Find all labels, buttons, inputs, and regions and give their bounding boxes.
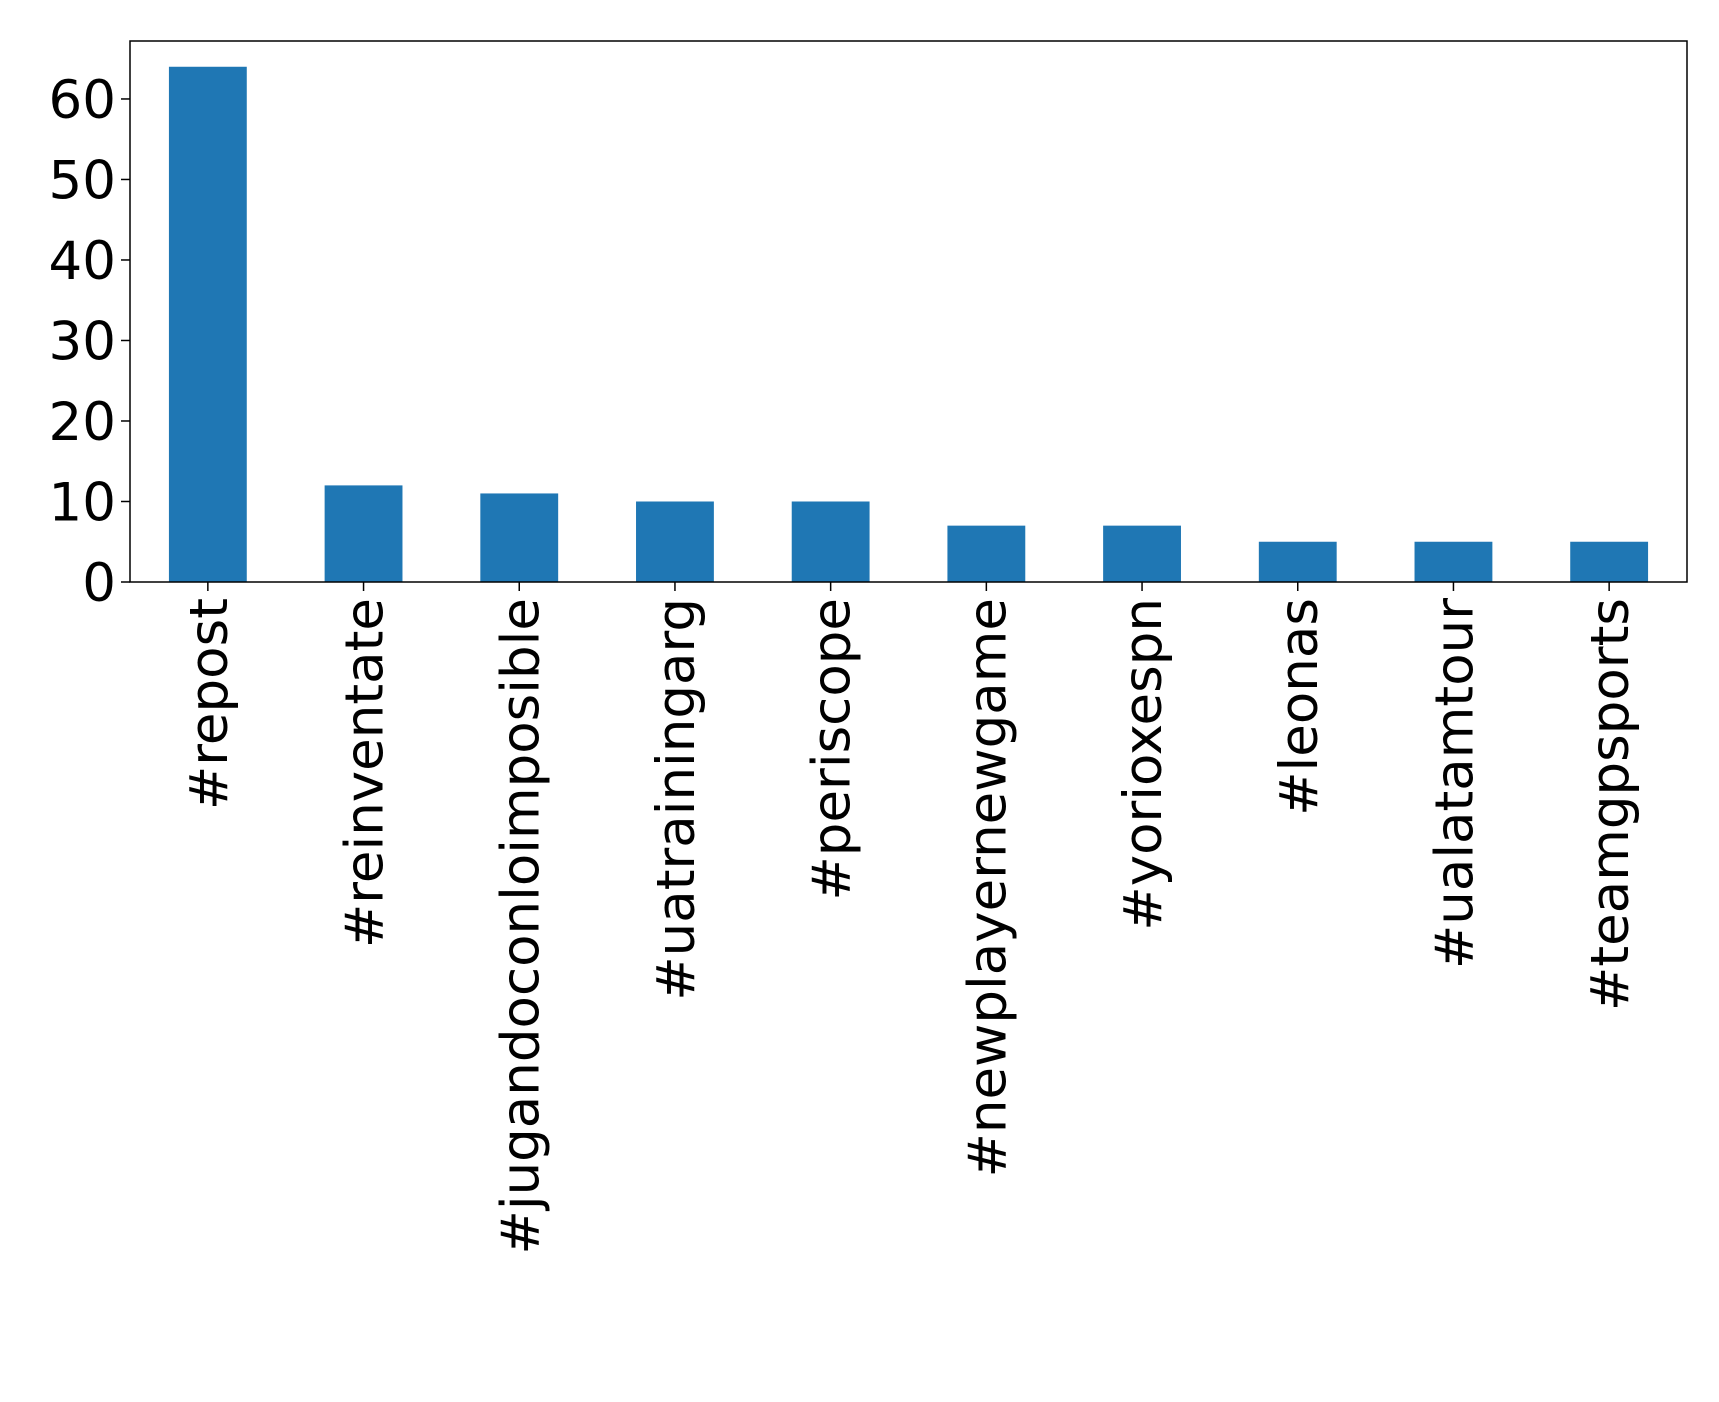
- y-tick-label: 50: [49, 150, 116, 211]
- y-tick-label: 30: [49, 311, 116, 372]
- x-tick-label: #repost: [179, 598, 240, 810]
- bar: [636, 501, 714, 582]
- x-tick-label: #reinventate: [335, 598, 396, 948]
- bar: [480, 493, 559, 582]
- plot-frame: [129, 40, 1688, 583]
- x-tick-label: #uatrainingarg: [646, 598, 707, 1001]
- bar: [1103, 525, 1181, 582]
- bar: [1414, 541, 1493, 582]
- bar: [1258, 541, 1337, 582]
- y-tick-label: 20: [49, 392, 116, 453]
- bar: [791, 501, 870, 582]
- bar: [947, 525, 1026, 582]
- y-tick-label: 60: [49, 70, 116, 131]
- y-tick-label: 40: [49, 231, 116, 292]
- x-tick-label: #jugandoconloimposible: [490, 598, 551, 1255]
- x-tick-label: #teamgpsports: [1580, 598, 1641, 1011]
- x-tick-label: #yorioxespn: [1113, 598, 1174, 931]
- x-tick-label: #periscope: [802, 598, 863, 901]
- y-tick-label: 0: [82, 553, 116, 614]
- x-tick-label: #newplayernewgame: [957, 598, 1018, 1178]
- bar: [168, 66, 247, 582]
- x-tick-label: #leonas: [1269, 598, 1330, 816]
- bar: [324, 485, 403, 582]
- bar: [1570, 541, 1649, 582]
- x-tick-label: #ualatamtour: [1424, 598, 1485, 969]
- y-tick-label: 10: [49, 472, 116, 533]
